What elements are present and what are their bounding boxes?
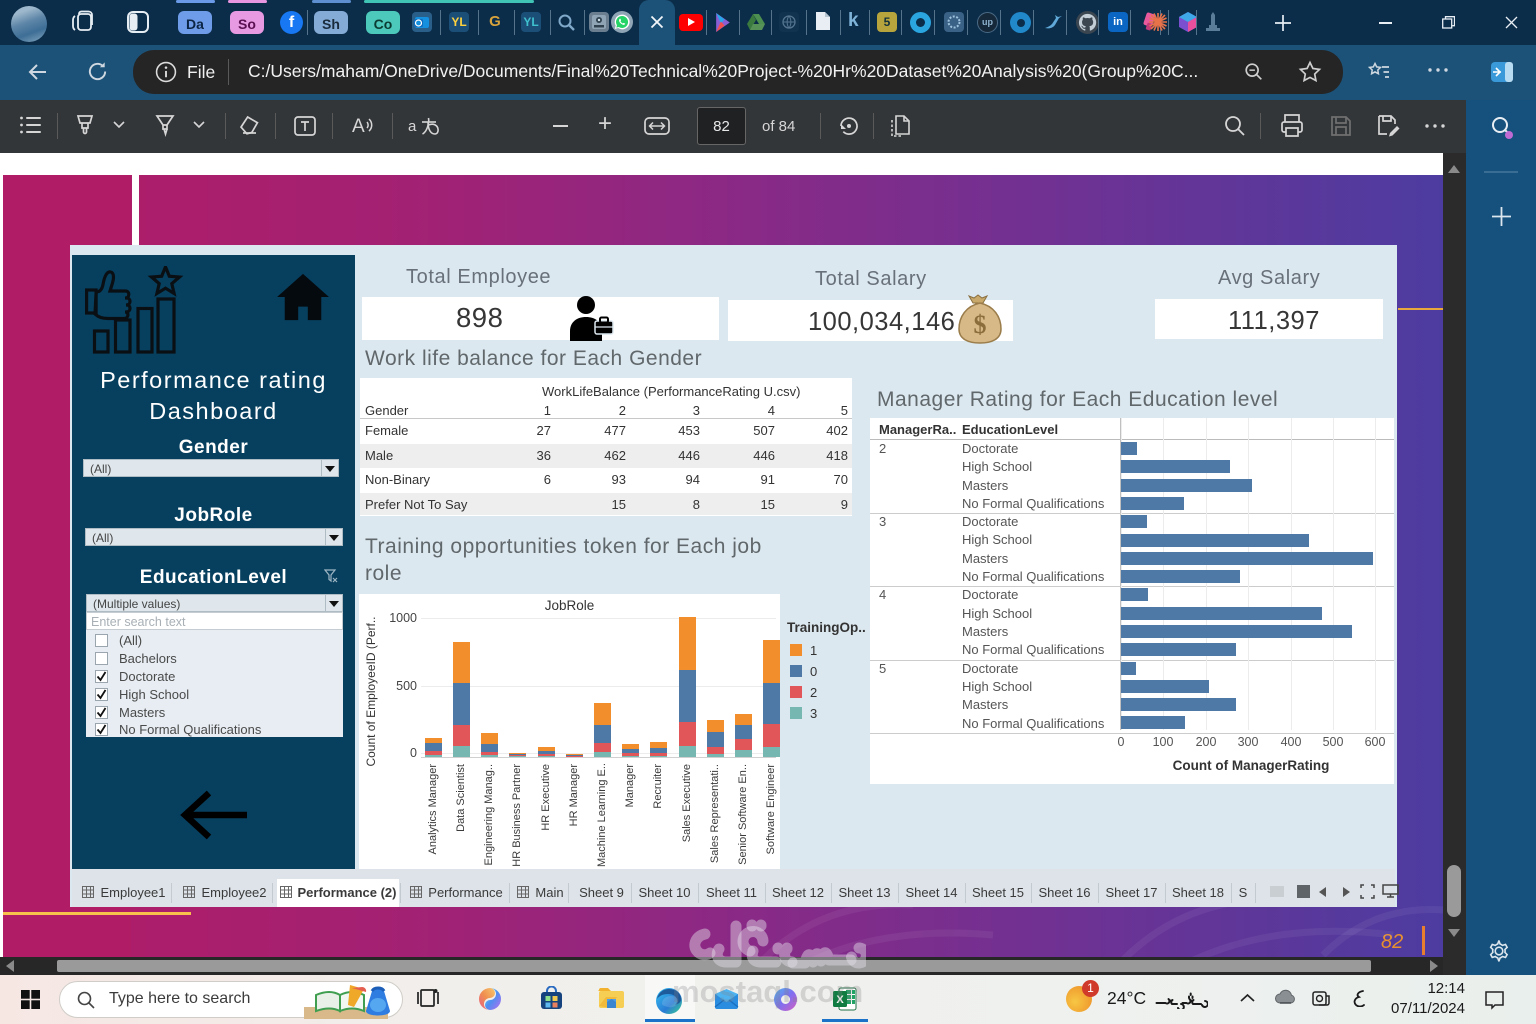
svg-text:$: $ (974, 310, 987, 339)
svg-text:X: X (836, 994, 844, 1006)
svg-text:a: a (408, 118, 417, 135)
svg-text:A: A (352, 116, 365, 137)
